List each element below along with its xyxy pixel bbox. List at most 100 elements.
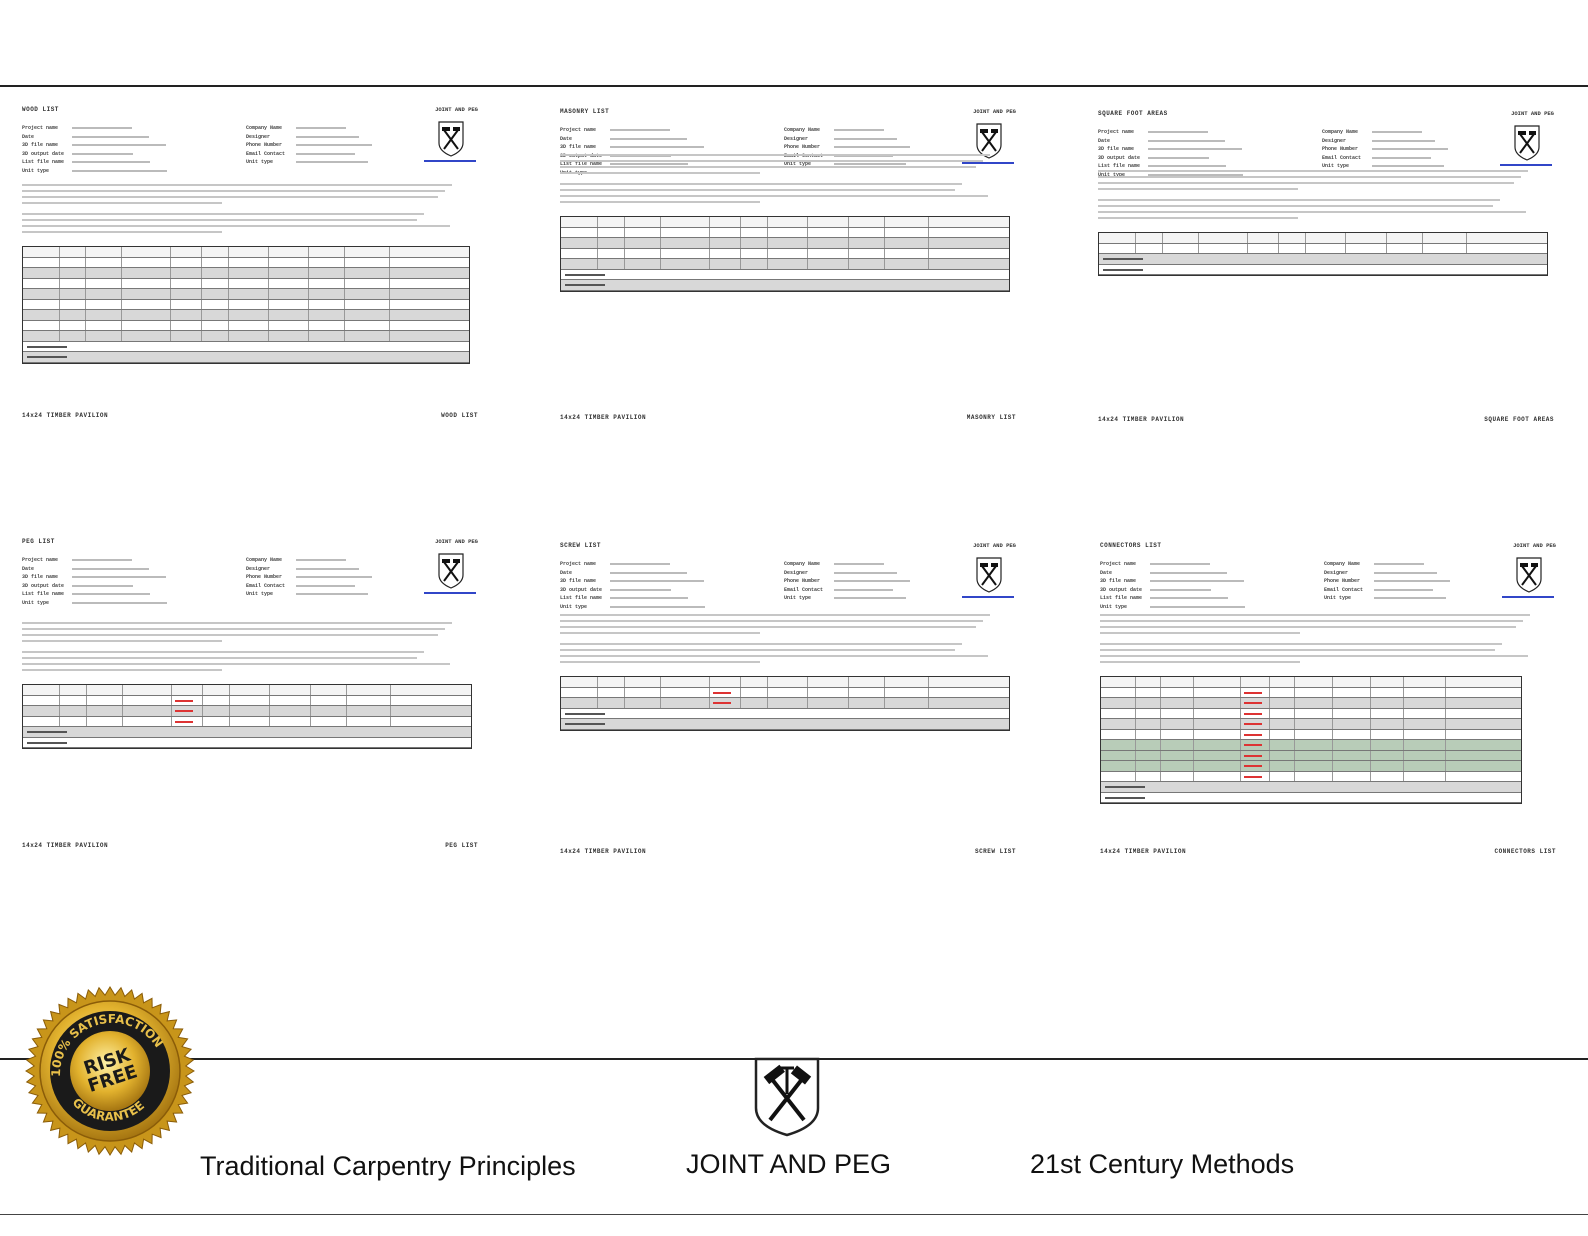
sheet-preview: CONNECTORS LIST JOINT AND PEG Project name… xyxy=(1100,542,1556,872)
field-label: Unit type xyxy=(22,167,50,174)
field-label: Phone Number xyxy=(246,142,283,149)
sheet-brand: JOINT AND PEG xyxy=(435,106,478,113)
field-label: Unit type xyxy=(1098,171,1126,178)
field-label: Project name xyxy=(1100,561,1137,568)
sheet-preview: SCREW LIST JOINT AND PEG Project name Date 3… xyxy=(560,542,1016,872)
field-label: Unit type xyxy=(560,603,588,610)
sheet-title: PEG LIST xyxy=(22,538,55,545)
sheet-website-link xyxy=(424,592,476,594)
table-row xyxy=(1101,677,1521,688)
sheet-logo-icon xyxy=(976,557,1002,593)
field-label: List file name xyxy=(22,159,65,166)
table-row xyxy=(23,695,471,706)
table-row xyxy=(561,248,1009,259)
table-row xyxy=(1099,233,1547,244)
table-row xyxy=(1101,687,1521,698)
sheet-footer-project: 14x24 TIMBER PAVILION xyxy=(1098,416,1185,423)
table-row xyxy=(23,257,469,268)
satisfaction-seal: 100% SATISFACTION RISK FREE GUARANTEE xyxy=(25,986,195,1156)
field-label: Unit type xyxy=(1100,603,1128,610)
sheet-table xyxy=(1100,676,1522,804)
table-row xyxy=(1101,782,1521,793)
table-row xyxy=(23,278,469,289)
sheet-logo-icon xyxy=(1514,125,1540,161)
sheet-table xyxy=(560,676,1010,731)
tagline-right: 21st Century Methods xyxy=(1030,1149,1295,1179)
field-label: Project name xyxy=(22,125,59,132)
top-rule xyxy=(0,85,1588,87)
tagline-left: Traditional Carpentry Principles xyxy=(200,1151,576,1181)
sheet-footer-list: PEG LIST xyxy=(445,842,478,849)
sheet-website-link xyxy=(962,596,1014,598)
sheet-brand: JOINT AND PEG xyxy=(435,538,478,545)
table-row xyxy=(1101,793,1521,803)
sheet-table xyxy=(22,246,470,364)
table-row xyxy=(23,706,471,717)
table-row xyxy=(23,268,469,279)
sheet-footer-project: 14x24 TIMBER PAVILION xyxy=(560,848,647,855)
table-row xyxy=(1101,729,1521,740)
sheet-footer-project: 14x24 TIMBER PAVILION xyxy=(1100,848,1187,855)
sheet-description xyxy=(22,184,470,237)
sheet-brand: JOINT AND PEG xyxy=(1513,542,1556,549)
sheet-table xyxy=(560,216,1010,292)
field-label: Phone Number xyxy=(784,578,821,585)
field-label: Date xyxy=(22,565,35,572)
table-row xyxy=(1101,740,1521,751)
sheet-description xyxy=(560,154,1008,207)
sheet-preview: SQUARE FOOT AREAS JOINT AND PEG Project na… xyxy=(1098,110,1554,440)
table-row xyxy=(561,719,1009,730)
table-row xyxy=(23,352,469,363)
tagline-center: JOINT AND PEG xyxy=(686,1149,892,1179)
field-label: Phone Number xyxy=(246,574,283,581)
field-label: List file name xyxy=(560,595,603,602)
sheet-title: WOOD LIST xyxy=(22,106,59,113)
field-label: Unit type xyxy=(22,599,50,606)
sheet-logo-icon xyxy=(438,553,464,589)
sheet-footer-list: MASONRY LIST xyxy=(966,414,1016,421)
field-label: Designer xyxy=(1324,569,1349,576)
field-label: Unit type xyxy=(784,595,812,602)
field-label: List file name xyxy=(1100,595,1143,602)
sheet-table xyxy=(1098,232,1548,276)
table-row xyxy=(561,677,1009,688)
field-label: 3D output date xyxy=(560,586,603,593)
joint-and-peg-logo-icon xyxy=(754,1057,820,1137)
table-row xyxy=(1101,698,1521,709)
field-label: Designer xyxy=(784,569,809,576)
field-label: Phone Number xyxy=(784,144,821,151)
table-row xyxy=(1099,265,1547,275)
table-row xyxy=(1101,719,1521,730)
field-label: 3D output date xyxy=(1100,586,1143,593)
field-label: Designer xyxy=(246,565,271,572)
field-label: Unit type xyxy=(1322,163,1350,170)
sheet-description xyxy=(1100,614,1548,667)
field-label: Unit type xyxy=(784,161,812,168)
field-label: 3D file name xyxy=(1098,146,1135,153)
sheet-preview: MASONRY LIST JOINT AND PEG Project name Dat… xyxy=(560,108,1016,438)
table-row xyxy=(1101,708,1521,719)
table-row xyxy=(23,342,469,352)
table-row xyxy=(1101,761,1521,772)
sheet-title: SCREW LIST xyxy=(560,542,602,549)
table-row xyxy=(23,310,469,321)
sheet-footer-project: 14x24 TIMBER PAVILION xyxy=(22,842,109,849)
field-label: Email Contact xyxy=(246,582,286,589)
field-label: Date xyxy=(560,569,573,576)
field-label: Email Contact xyxy=(784,586,824,593)
field-label: Date xyxy=(22,133,35,140)
table-row xyxy=(1099,254,1547,265)
field-label: List file name xyxy=(22,591,65,598)
field-label: Project name xyxy=(1098,129,1135,136)
field-label: Company Name xyxy=(1322,129,1359,136)
sheet-footer-list: WOOD LIST xyxy=(441,412,478,419)
field-label: 3D file name xyxy=(560,144,597,151)
table-row xyxy=(23,320,469,331)
